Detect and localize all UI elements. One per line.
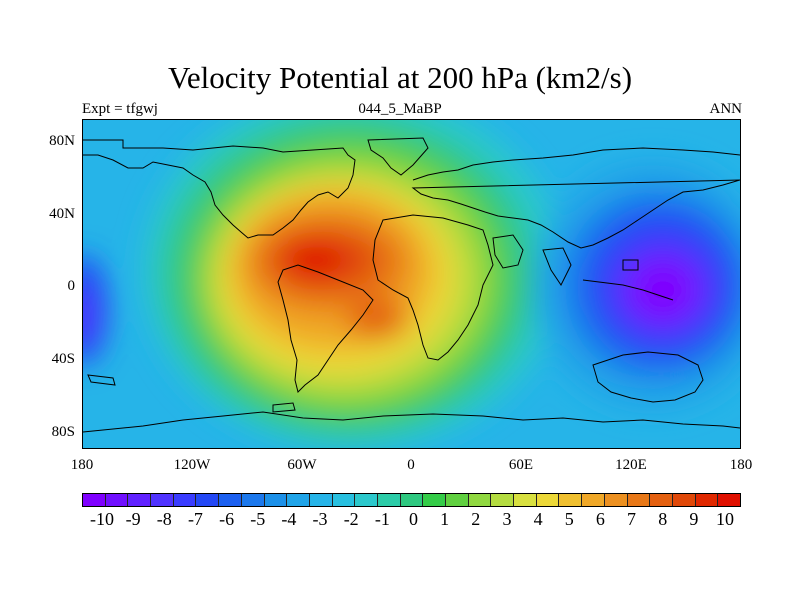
colorbar-swatch bbox=[446, 494, 469, 506]
colorbar-swatch bbox=[287, 494, 310, 506]
subtitle-season: ANN bbox=[709, 101, 743, 117]
colorbar-label: 5 bbox=[564, 509, 574, 529]
colorbar-swatch bbox=[718, 494, 740, 506]
colorbar-label: -7 bbox=[187, 509, 203, 529]
colorbar-swatch bbox=[151, 494, 174, 506]
colorbar-swatch bbox=[264, 494, 288, 506]
colorbar-label: 7 bbox=[627, 509, 637, 529]
lon-label-120e: 120E bbox=[615, 457, 647, 473]
colorbar-label: 0 bbox=[409, 509, 418, 529]
coastlines bbox=[83, 137, 740, 433]
colorbar-swatch bbox=[695, 494, 719, 506]
lat-label-0: 0 bbox=[67, 278, 76, 294]
lat-label-40n: 40N bbox=[49, 206, 75, 222]
colorbar-label: 9 bbox=[689, 509, 699, 529]
lon-label-120w: 120W bbox=[173, 457, 211, 473]
colorbar-swatch bbox=[332, 494, 356, 506]
colorbar-swatch bbox=[650, 494, 673, 506]
colorbar-swatch bbox=[309, 494, 333, 506]
lat-label-80s: 80S bbox=[51, 424, 75, 440]
colorbar-label: -10 bbox=[90, 509, 114, 529]
colorbar-label: 2 bbox=[471, 509, 481, 529]
chart-title: Velocity Potential at 200 hPa (km2/s) bbox=[167, 60, 633, 95]
colorbar-label: -6 bbox=[219, 509, 235, 529]
colorbar-label: 10 bbox=[716, 509, 734, 529]
colorbar-swatch bbox=[241, 494, 265, 506]
colorbar-label: -8 bbox=[156, 509, 172, 529]
colorbar bbox=[82, 493, 741, 507]
contour-map bbox=[83, 120, 740, 448]
colorbar-swatch bbox=[604, 494, 628, 506]
colorbar-swatch bbox=[672, 494, 696, 506]
colorbar-swatch bbox=[423, 494, 446, 506]
colorbar-swatch bbox=[377, 494, 401, 506]
colorbar-swatch bbox=[514, 494, 537, 506]
colorbar-swatch bbox=[355, 494, 378, 506]
colorbar-label: -9 bbox=[125, 509, 141, 529]
map-plot-area bbox=[82, 119, 741, 449]
lat-label-80n: 80N bbox=[49, 133, 75, 149]
colorbar-label: 3 bbox=[502, 509, 512, 529]
colorbar-label: 8 bbox=[658, 509, 668, 529]
colorbar-label: -3 bbox=[312, 509, 328, 529]
contour-fill bbox=[83, 120, 740, 448]
colorbar-swatch bbox=[219, 494, 242, 506]
subtitle-experiment: Expt = tfgwj bbox=[82, 101, 158, 117]
colorbar-label: 4 bbox=[533, 509, 543, 529]
lat-label-40s: 40S bbox=[51, 351, 75, 367]
subtitle-case: 044_5_MaBP bbox=[358, 101, 442, 117]
colorbar-label: -5 bbox=[250, 509, 266, 529]
colorbar-label: -2 bbox=[343, 509, 359, 529]
colorbar-swatch bbox=[559, 494, 583, 506]
lon-label-180w: 180 bbox=[70, 457, 94, 473]
lon-label-180e: 180 bbox=[729, 457, 753, 473]
lon-label-60w: 60W bbox=[287, 457, 317, 473]
colorbar-swatch bbox=[582, 494, 605, 506]
lon-label-60e: 60E bbox=[508, 457, 534, 473]
colorbar-swatch bbox=[83, 494, 106, 506]
colorbar-swatch bbox=[627, 494, 651, 506]
colorbar-label: 1 bbox=[440, 509, 450, 529]
colorbar-swatch bbox=[400, 494, 424, 506]
colorbar-swatch bbox=[128, 494, 152, 506]
colorbar-swatch bbox=[468, 494, 492, 506]
colorbar-swatch bbox=[173, 494, 197, 506]
colorbar-swatch bbox=[491, 494, 515, 506]
lon-label-0: 0 bbox=[407, 457, 415, 473]
colorbar-swatch bbox=[536, 494, 560, 506]
colorbar-swatch bbox=[105, 494, 129, 506]
colorbar-label: -4 bbox=[281, 509, 297, 529]
colorbar-label: 6 bbox=[595, 509, 605, 529]
colorbar-label: -1 bbox=[374, 509, 390, 529]
colorbar-swatch bbox=[196, 494, 220, 506]
